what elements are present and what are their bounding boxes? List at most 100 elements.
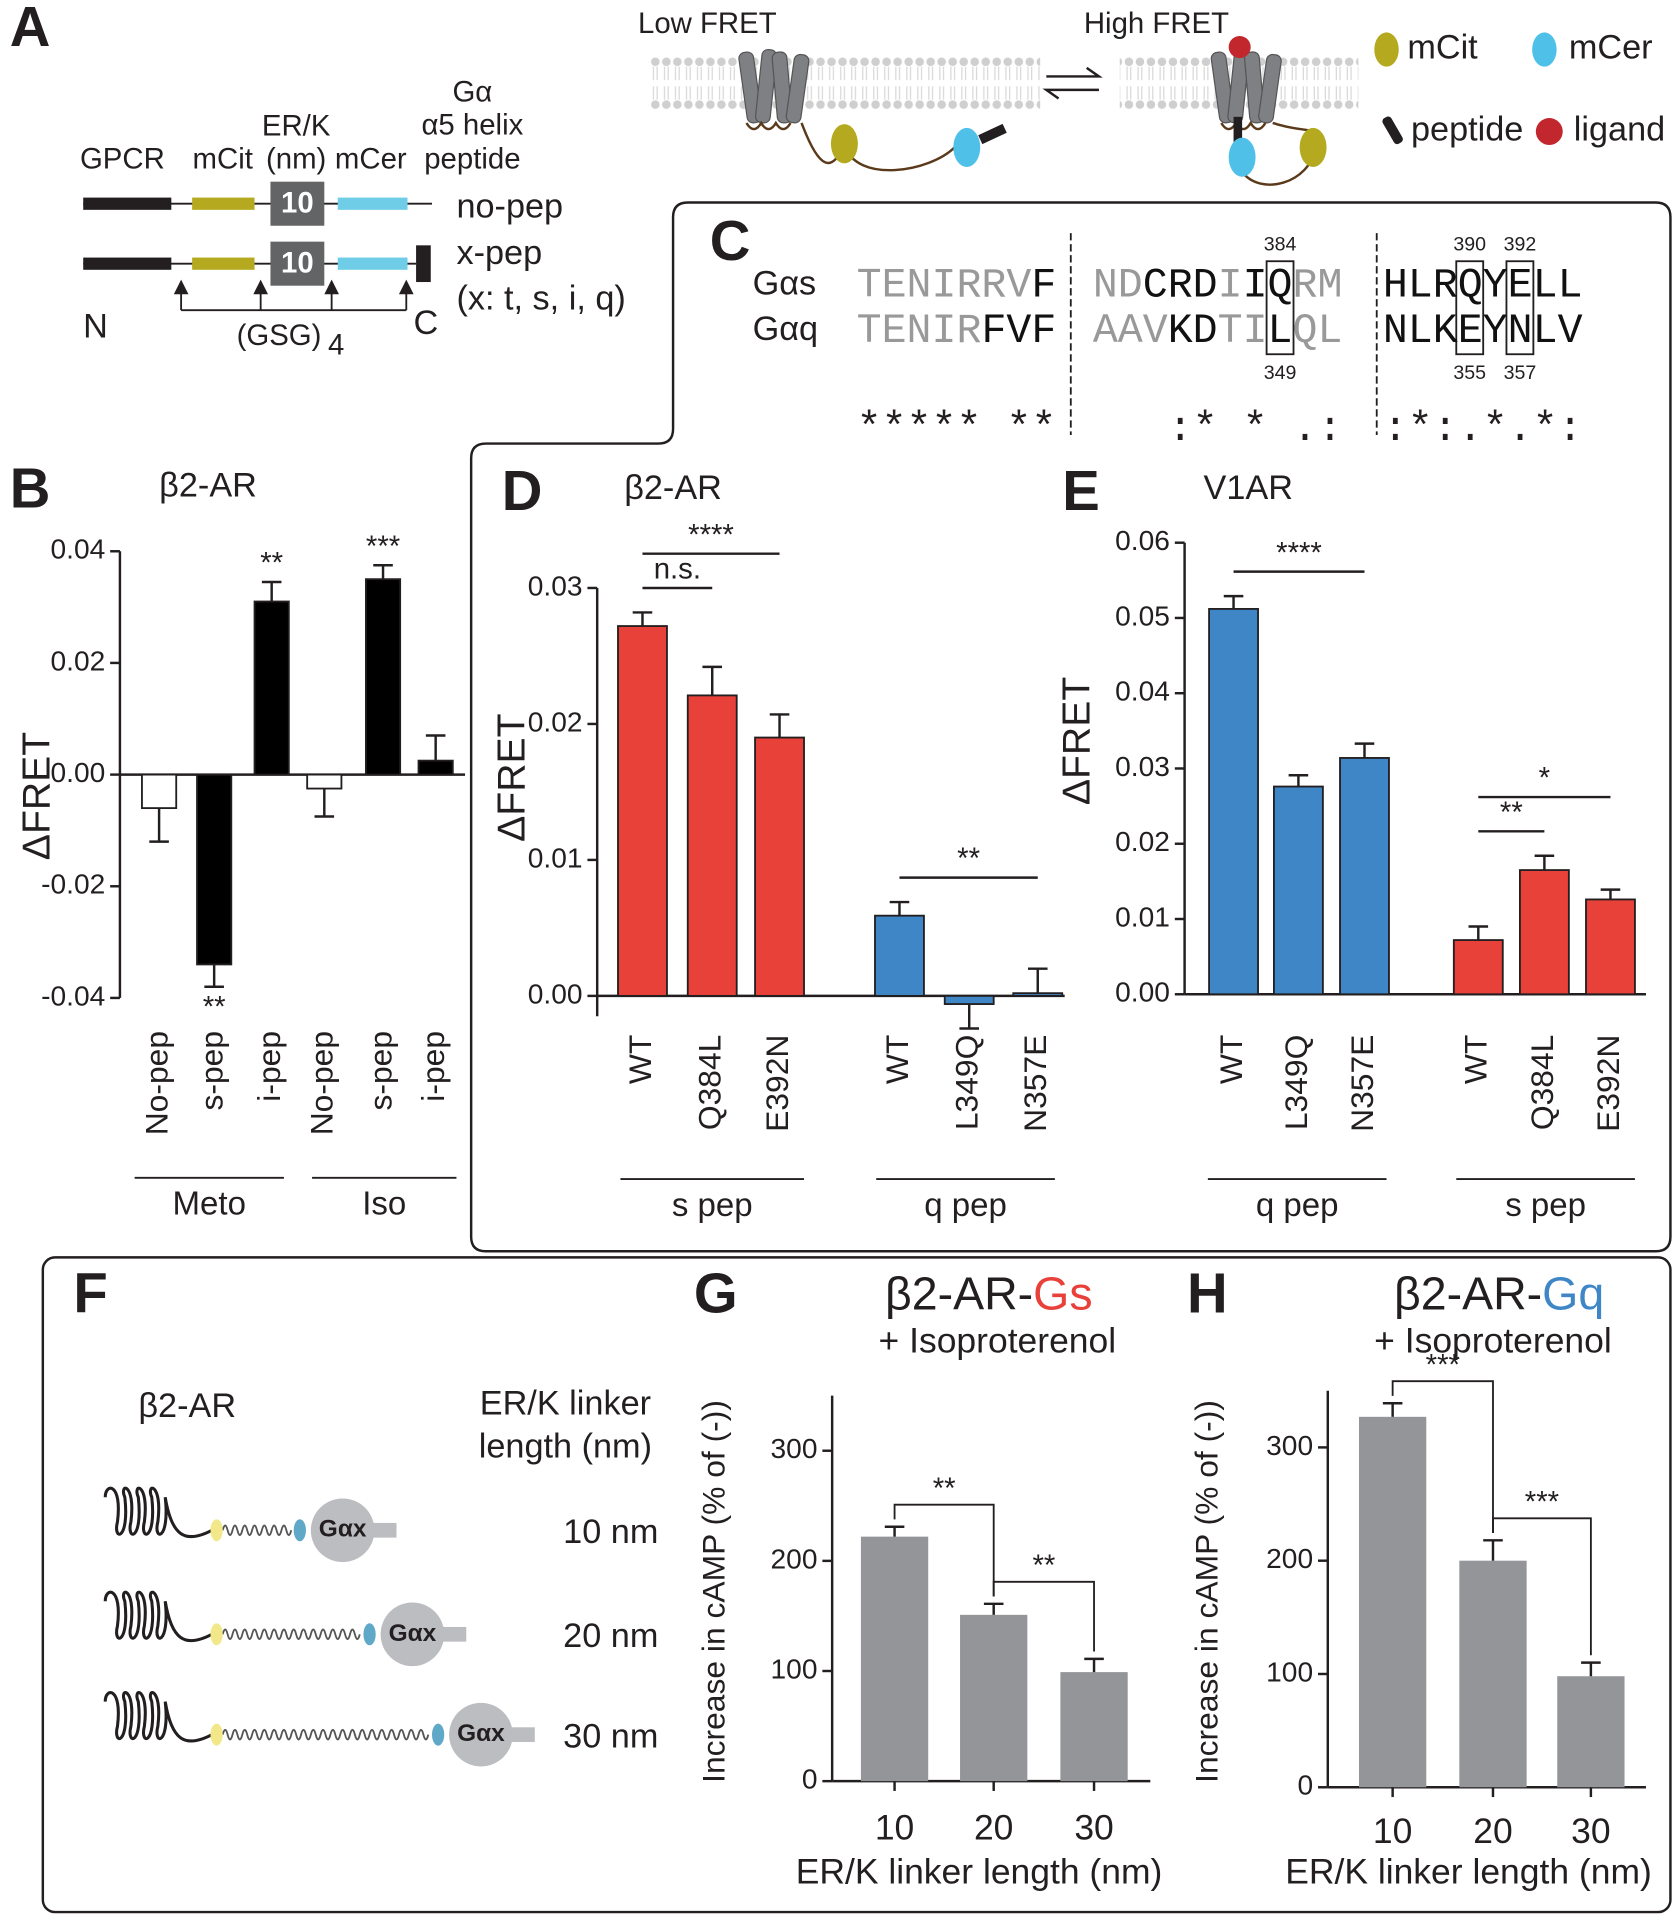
y-tick-label: 0.00 (50, 757, 105, 788)
x-axis-label: ER/K linker length (nm) (1285, 1852, 1652, 1892)
comparison-label: * (1539, 762, 1550, 795)
bar (1585, 898, 1636, 996)
chart-subtitle: + Isoproterenol (1374, 1320, 1612, 1360)
significance: ** (260, 547, 283, 580)
chart-title: β2-AR (624, 469, 722, 507)
bar (1557, 1676, 1625, 1788)
bar (1358, 1416, 1427, 1788)
x-tick-label: L349Q (1278, 1035, 1314, 1130)
label: peptide (424, 143, 520, 176)
y-tick-label: 0.03 (528, 570, 583, 601)
label: length (nm) (479, 1427, 652, 1465)
peptide (505, 1727, 535, 1742)
linker (221, 1628, 361, 1641)
y-tick-label: 300 (771, 1433, 818, 1464)
note: (x: t, s, i, q) (456, 279, 625, 317)
residue-number: 390 (1453, 233, 1486, 255)
label: High FRET (1084, 7, 1229, 40)
y-tick-label: 0.04 (1115, 676, 1170, 707)
group-label: s pep (672, 1187, 753, 1224)
bar (1012, 992, 1064, 997)
comparison-label: *** (1426, 1348, 1460, 1381)
length-label: 10 nm (563, 1513, 658, 1551)
bar (417, 759, 454, 776)
linker-repeat: 4 (328, 329, 344, 362)
panel-label: A (10, 0, 51, 58)
legend-label: ligand (1574, 111, 1665, 149)
residues: FVF (981, 308, 1056, 355)
linker-length: 10 (281, 187, 314, 220)
bar (686, 694, 738, 997)
fret-diagram: Low FRET High FRET mCit mCer peptide lig… (638, 7, 1665, 186)
group-label: q pep (1256, 1187, 1339, 1224)
construct-name: no-pep (456, 188, 563, 226)
group-label: s pep (1505, 1187, 1586, 1224)
comparison-bracket (992, 1580, 1095, 1652)
x-tick-label: s-pep (362, 1031, 398, 1111)
comparison-bracket (893, 1503, 995, 1597)
receptor (103, 1486, 215, 1539)
comparison-bracket (1391, 1380, 1494, 1533)
label: Low FRET (638, 7, 777, 40)
row-name: Gαq (753, 310, 818, 348)
title-part: Gs (1033, 1268, 1092, 1320)
label: α5 helix (421, 108, 523, 141)
bar (1060, 1672, 1128, 1782)
x-tick-label: WT (879, 1035, 915, 1084)
bar (141, 773, 178, 810)
linker (221, 1728, 430, 1741)
y-axis-label: ΔFRET (16, 732, 59, 860)
bar (874, 914, 925, 997)
residue-number: 349 (1264, 362, 1297, 384)
label: mCer (335, 143, 407, 176)
y-tick-label: 0 (1297, 1770, 1313, 1801)
chart-title: β2-AR-Gq (1394, 1268, 1604, 1320)
y-tick-label: -0.04 (41, 980, 105, 1011)
title-part: Gq (1542, 1268, 1604, 1320)
x-tick-label: No-pep (138, 1031, 174, 1135)
sequence: AAVKDTILQL (1093, 308, 1343, 355)
bar (1459, 1560, 1527, 1788)
significance: *** (366, 530, 400, 563)
x-tick-label: s-pep (194, 1031, 230, 1111)
bar (253, 600, 290, 776)
y-tick-label: 0.06 (1115, 525, 1170, 556)
residues: ND (1093, 263, 1143, 310)
y-axis-label: Increase in cAMP (% of (-)) (1188, 1400, 1224, 1783)
y-tick-label: 0.02 (50, 645, 105, 676)
x-tick-label: 10 (875, 1807, 914, 1847)
length-label: 20 nm (563, 1617, 658, 1655)
protein-label: Gαx (457, 1720, 505, 1747)
comparison-label: ** (933, 1472, 956, 1505)
chart-title: V1AR (1203, 469, 1292, 507)
y-tick-label: 200 (771, 1543, 818, 1574)
residue-number: 392 (1504, 233, 1537, 255)
residues: F (1031, 263, 1056, 310)
label: β2-AR (138, 1387, 236, 1425)
y-tick-label: 300 (1266, 1430, 1313, 1461)
group-label: Iso (362, 1186, 406, 1223)
bar (196, 773, 233, 966)
sequence: TENIRFVF (857, 308, 1057, 355)
comparison-label: **** (688, 518, 734, 551)
bar (860, 1536, 929, 1782)
y-axis-label: ΔFRET (490, 713, 533, 841)
comparison-label: **** (1276, 536, 1322, 569)
label: (nm) (266, 143, 326, 176)
residues: QL (1293, 308, 1343, 355)
y-tick-label: 0.05 (1115, 600, 1170, 631)
receptor (103, 1691, 215, 1743)
y-tick-label: 0.01 (528, 842, 583, 873)
residues: AAV (1093, 308, 1168, 355)
row-name: Gαs (753, 265, 817, 303)
sequence: NLKEYNLV (1383, 308, 1583, 355)
group-label: Meto (173, 1186, 246, 1223)
y-tick-label: 0.02 (528, 706, 583, 737)
residues: NLKEYNLV (1383, 308, 1583, 355)
g-alpha (310, 1498, 375, 1563)
residue-number: 355 (1453, 362, 1486, 384)
panel-label: D (502, 459, 543, 522)
comparison-label: *** (1525, 1485, 1559, 1518)
panel-label: B (10, 456, 51, 519)
